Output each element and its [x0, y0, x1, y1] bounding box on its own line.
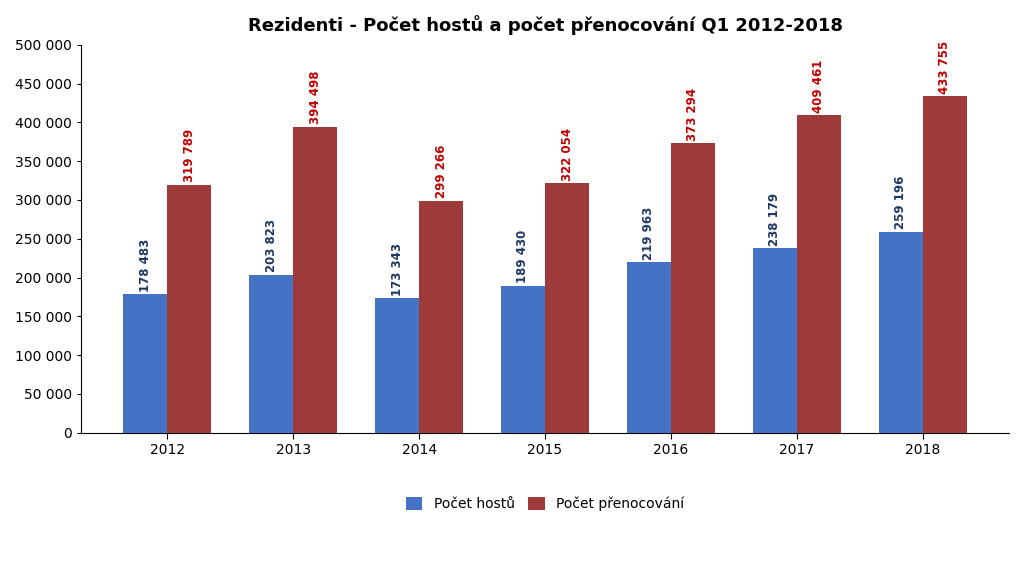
Bar — [671, 143, 715, 432]
Bar — [545, 183, 589, 432]
Bar — [123, 294, 167, 432]
Bar — [293, 126, 337, 432]
Text: 394 498: 394 498 — [308, 71, 322, 124]
Title: Rezidenti - Počet hostů a počet přenocování Q1 2012-2018: Rezidenti - Počet hostů a počet přenocov… — [248, 15, 843, 35]
Text: 259 196: 259 196 — [894, 176, 907, 229]
Text: 219 963: 219 963 — [642, 206, 655, 260]
Bar — [501, 286, 545, 432]
Bar — [249, 274, 293, 432]
Text: 322 054: 322 054 — [560, 128, 573, 181]
Text: 173 343: 173 343 — [390, 243, 403, 296]
Text: 178 483: 178 483 — [138, 239, 152, 292]
Bar — [879, 232, 923, 432]
Bar — [923, 96, 967, 432]
Text: 409 461: 409 461 — [812, 59, 825, 113]
Text: 203 823: 203 823 — [264, 219, 278, 272]
Text: 319 789: 319 789 — [183, 129, 196, 182]
Bar — [375, 298, 419, 432]
Legend: Počet hostů, Počet přenocování: Počet hostů, Počet přenocování — [398, 490, 691, 518]
Text: 238 179: 238 179 — [768, 193, 781, 246]
Text: 189 430: 189 430 — [516, 230, 529, 283]
Text: 433 755: 433 755 — [938, 41, 951, 94]
Bar — [627, 262, 671, 432]
Bar — [167, 185, 211, 432]
Text: 299 266: 299 266 — [434, 145, 447, 198]
Bar — [797, 115, 841, 432]
Bar — [753, 248, 797, 432]
Text: 373 294: 373 294 — [686, 87, 699, 141]
Bar — [419, 201, 463, 432]
